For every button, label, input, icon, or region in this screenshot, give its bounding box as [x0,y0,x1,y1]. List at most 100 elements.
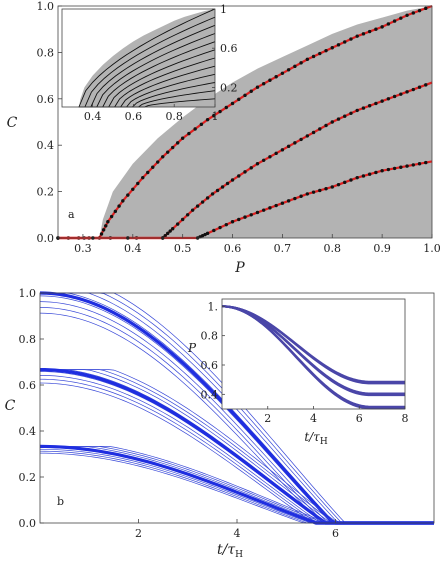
panel-a-marker [305,134,310,138]
inset-b-y-tick-label: 1. [208,300,219,313]
inset-right-tick-label: 0.6 [220,42,238,55]
panel-b-y-ticks: 0.0 0.2 0.4 0.6 0.8 1.0 [19,287,44,530]
panel-a-marker [411,11,415,15]
panel-a-marker [349,37,353,41]
inset-b-x-tick-label: 8 [402,412,409,425]
panel-a-marker [156,160,160,164]
panel-a-marker [121,199,125,203]
panel-a-marker [210,192,215,196]
panel-a-marker [180,136,185,140]
panel-a-marker [280,71,285,75]
panel-a-marker [392,166,397,171]
panel-a-marker [380,25,384,29]
panel-b-trajectory [39,450,434,524]
panel-a-marker [355,175,359,180]
inset-b-y-ticks: 1. 0.8 0.6 0.4 [201,300,225,401]
panel-a-marker [380,169,384,173]
panel-a-marker [324,48,328,53]
x-tick-label: 0.9 [373,242,391,255]
panel-a-marker [392,19,397,23]
panel-a-marker [392,94,397,99]
x-tick-label: 2 [135,527,142,540]
panel-a-marker [424,83,428,87]
panel-a-marker [405,164,409,168]
panel-a-marker [399,165,403,169]
x-tick-label: 0.3 [74,242,92,255]
panel-a-marker [374,170,378,175]
panel-a-marker [185,213,190,217]
panel-a-marker [262,82,266,86]
panel-a-marker [399,16,403,20]
inset-curve [78,57,216,108]
inset-b-x-tick-label: 6 [356,412,363,425]
panel-a-marker [293,196,297,201]
panel-a-marker [237,217,241,222]
panel-a-marker [361,32,366,36]
panel-a-marker [299,194,303,198]
panel-a: 0.3 0.4 0.5 0.6 0.7 0.8 0.9 1.0 0.0 0.2 0.4 0.6 0.8… [7,0,441,276]
panel-a-marker [318,51,322,56]
panel-a-marker [386,167,391,172]
panel-a-marker [168,229,172,233]
x-tick-label: 0.7 [274,242,292,255]
y-tick-label: 0.4 [37,139,55,152]
panel-a-marker [218,109,222,114]
panel-a-marker [255,162,260,166]
x-tick-label: 0.8 [324,242,342,255]
panel-a-marker [355,34,359,38]
panel-a-marker [170,227,175,231]
panel-a-marker [199,122,204,127]
inset-right-ticks: 1 0.6 0.2 [212,3,238,94]
panel-a-marker [343,114,347,118]
panel-a-marker [268,78,272,82]
panel-a-marker [293,141,297,145]
panel-a-y-ticks: 0.0 0.2 0.4 0.6 0.8 1.0 [37,0,62,245]
inset-curve [78,90,216,108]
panel-a-marker [166,231,170,236]
x-tick-label: 6 [332,527,339,540]
panel-a-marker [146,170,150,175]
panel-a-marker [230,220,235,224]
panel-a-marker [175,141,180,145]
panel-a-marker [361,106,366,110]
panel-a-marker [286,144,291,149]
panel-a-marker [151,165,155,169]
panel-a-marker [243,215,247,219]
panel-a-label: a [68,208,75,221]
panel-a-marker [126,193,130,197]
panel-a-marker [243,93,247,98]
panel-b-xlabel: t/τH [217,542,243,560]
panel-a-marker [299,61,303,65]
panel-a-marker [230,178,235,182]
y-tick-label: 1.0 [37,0,55,13]
y-tick-label: 0.4 [19,425,37,438]
panel-a-marker [374,101,378,106]
panel-a-marker [311,190,316,194]
y-tick-label: 0.2 [19,471,37,484]
inset-curve [78,49,216,108]
panel-a-marker [268,155,272,159]
panel-a-marker [187,131,191,136]
panel-a-marker [417,85,422,89]
inset-x-ticks: 0.4 0.6 0.8 1 [84,104,219,123]
panel-b: 2 4 6 0.0 0.2 0.4 0.6 0.8 1.0 t/τH C b 2 4 6 8 1. 0… [5,287,435,560]
panel-a-marker [225,181,230,186]
panel-b-label: b [57,495,64,508]
inset-curve [78,16,216,108]
panel-a-marker [131,187,135,191]
panel-a-marker [190,208,195,212]
panel-a-marker [237,97,241,102]
inset-b-y-tick-label: 0.6 [201,359,219,372]
panel-a-marker [230,101,235,106]
panel-a-marker [293,64,297,69]
inset-curves [78,8,216,108]
panel-a-marker [175,222,180,226]
panel-a-marker [324,187,328,191]
panel-a-marker [249,213,253,217]
panel-a-marker [161,155,165,159]
inset-right-tick-label: 0.2 [220,81,238,94]
panel-a-marker [274,151,278,156]
panel-a-marker [286,199,291,203]
inset-curve [78,82,216,108]
panel-a-marker [262,208,266,212]
